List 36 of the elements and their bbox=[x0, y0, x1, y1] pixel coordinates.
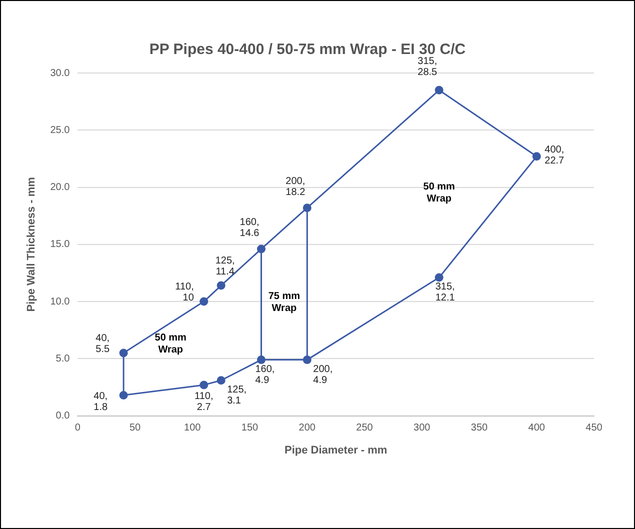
data-label: 110, 10 bbox=[175, 282, 194, 304]
data-label: 315, 12.1 bbox=[435, 282, 456, 304]
y-tick-label: 20.0 bbox=[50, 182, 70, 194]
data-label: 200, 4.9 bbox=[313, 364, 333, 386]
data-label: 160, 4.9 bbox=[255, 364, 275, 386]
y-tick-label: 15.0 bbox=[50, 239, 70, 250]
y-tick-label: 30.0 bbox=[50, 68, 70, 79]
chart-title: PP Pipes 40-400 / 50-75 mm Wrap - EI 30 C/C bbox=[149, 41, 466, 58]
y-tick-label: 25.0 bbox=[50, 124, 70, 136]
y-tick-label: 5.0 bbox=[56, 353, 70, 364]
x-tick-label: 50 bbox=[129, 422, 142, 434]
data-label: 40, 5.5 bbox=[96, 332, 110, 355]
annotation: 75 mm Wrap bbox=[268, 291, 300, 314]
x-tick-label: 150 bbox=[241, 422, 259, 434]
x-tick-label: 350 bbox=[470, 422, 488, 434]
x-tick-label: 0 bbox=[74, 422, 81, 434]
data-label: 160, 14.6 bbox=[240, 216, 260, 239]
x-tick-label: 450 bbox=[586, 422, 603, 434]
y-axis-title: Pipe Wall Thickness - mm bbox=[26, 176, 38, 312]
annotation: 50 mm Wrap bbox=[423, 182, 456, 205]
data-label: 125, 3.1 bbox=[227, 384, 247, 406]
x-tick-label: 300 bbox=[414, 422, 431, 434]
x-tick-label: 100 bbox=[184, 422, 202, 434]
data-label: 315, 28.5 bbox=[418, 56, 438, 78]
x-axis-title: Pipe Diameter - mm bbox=[284, 444, 388, 456]
data-label: 200, 18.2 bbox=[286, 176, 306, 198]
x-tick-label: 200 bbox=[298, 422, 316, 434]
y-tick-label: 0.0 bbox=[56, 410, 70, 422]
x-tick-label: 250 bbox=[356, 422, 374, 434]
data-label: 400, 22.7 bbox=[544, 144, 565, 166]
annotation: 50 mm Wrap bbox=[154, 332, 187, 356]
data-label: 110, 2.7 bbox=[194, 390, 214, 413]
data-label: 125, 11.4 bbox=[215, 256, 235, 278]
y-tick-label: 10.0 bbox=[50, 296, 70, 308]
data-label: 40, 1.8 bbox=[94, 391, 108, 414]
x-tick-label: 400 bbox=[528, 422, 546, 434]
